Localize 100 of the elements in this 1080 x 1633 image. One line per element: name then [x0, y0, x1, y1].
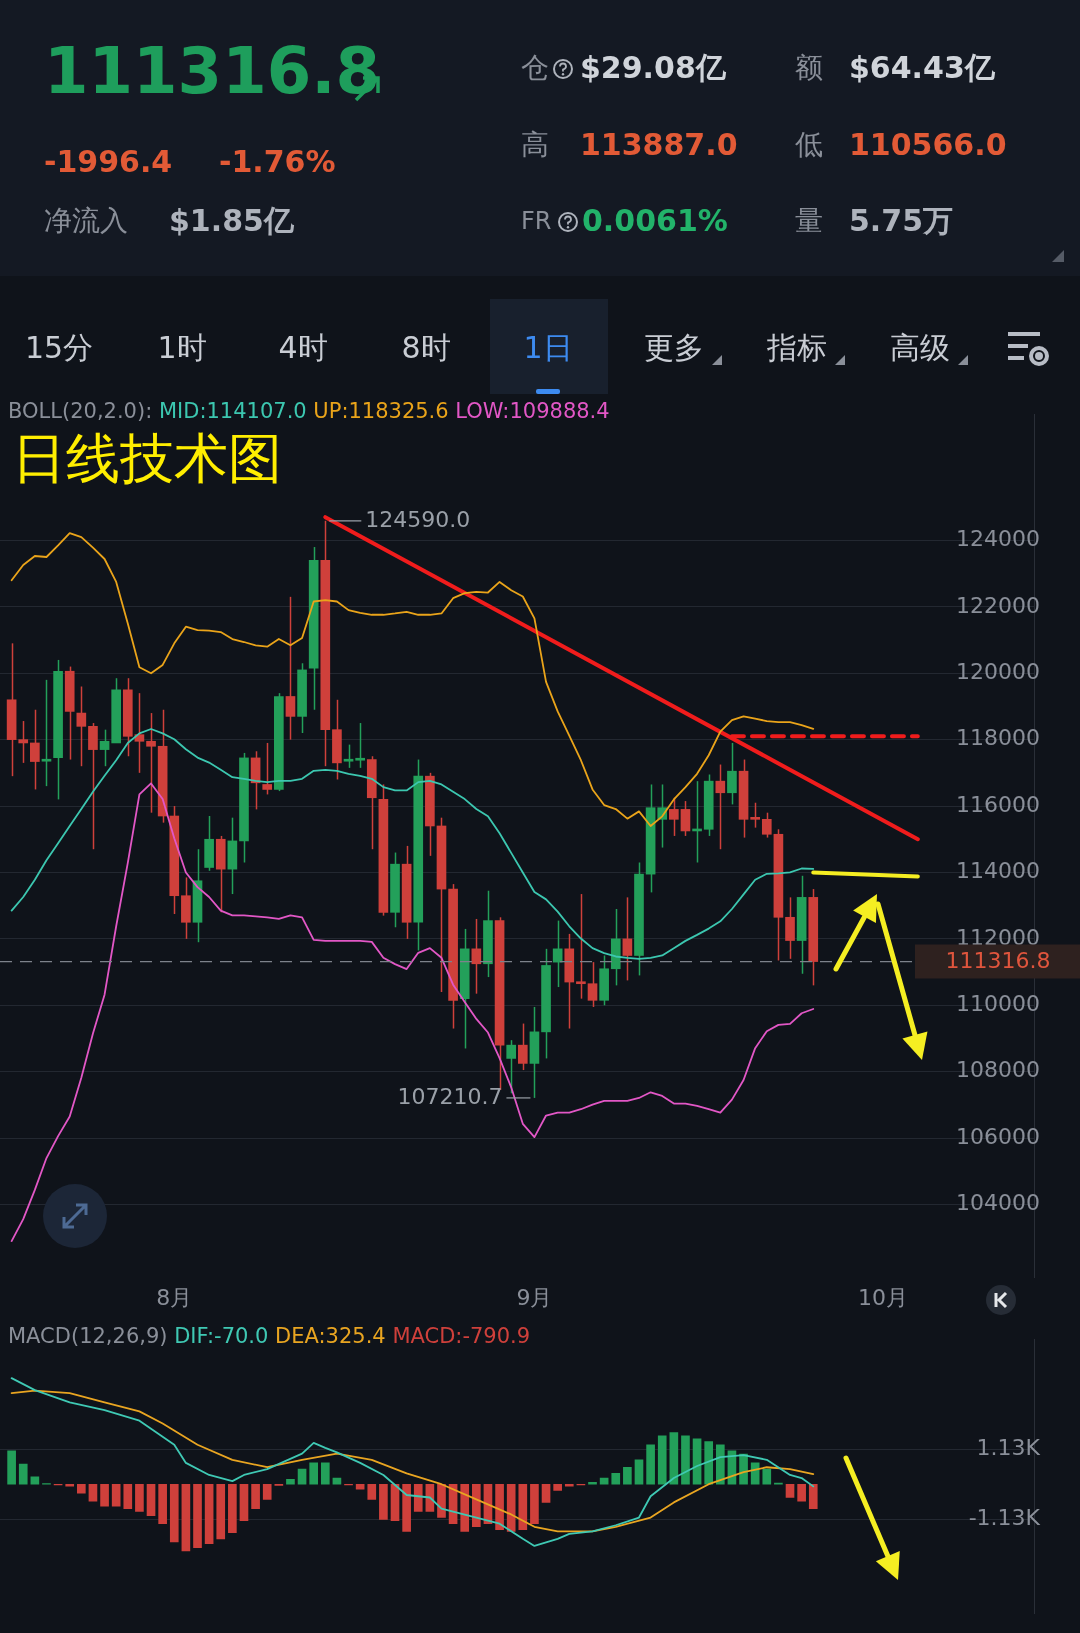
x-tick-label: 10月 — [857, 1284, 908, 1310]
bar — [808, 1483, 818, 1509]
bar — [402, 1483, 411, 1532]
text: 高 — [521, 127, 549, 161]
y-tick-label: 108000 — [956, 1057, 1040, 1083]
bar — [553, 1483, 562, 1491]
candlestick — [41, 679, 52, 787]
bar — [588, 1482, 597, 1485]
y-tick-label: -1.13K — [968, 1504, 1041, 1530]
bar — [169, 1483, 179, 1543]
text: 指标 — [767, 329, 827, 365]
bar — [251, 1483, 260, 1509]
bar — [611, 1473, 621, 1485]
text: 1时 — [157, 329, 207, 365]
text: 15分 — [23, 329, 95, 365]
bar — [472, 1483, 481, 1528]
annotation: 124590.0 — [365, 506, 471, 532]
bar — [518, 1483, 528, 1530]
candlestick — [715, 763, 726, 850]
candlestick — [30, 709, 40, 791]
text: 高级 — [890, 329, 950, 365]
text: 更多 — [644, 329, 704, 365]
bar — [530, 1483, 539, 1525]
bar — [646, 1444, 655, 1485]
text: 额 — [795, 50, 823, 84]
text: 量 — [795, 203, 823, 237]
bar — [30, 1476, 40, 1485]
text: 0.0061% — [582, 202, 728, 238]
candlestick — [669, 797, 679, 837]
bar — [669, 1432, 679, 1485]
text: MID:114107.0 — [158, 399, 308, 423]
legend-title: BOLL(20,2.0): — [8, 399, 154, 423]
text: 110566.0 — [849, 126, 1007, 162]
bar — [135, 1483, 144, 1512]
bar — [18, 1463, 28, 1485]
y-tick-label: 104000 — [956, 1190, 1040, 1216]
x-tick-label: 9月 — [516, 1284, 553, 1310]
candlestick — [343, 743, 354, 769]
bar — [715, 1444, 725, 1485]
text: LOW:109888.4 — [455, 399, 610, 423]
bar — [379, 1483, 388, 1520]
annotation: 107210.7 — [397, 1083, 503, 1109]
bar — [332, 1477, 342, 1485]
candlestick — [785, 896, 795, 960]
candlestick — [622, 896, 633, 982]
bar — [681, 1435, 690, 1485]
text: -1.76% — [219, 143, 336, 179]
candlestick — [88, 722, 98, 850]
bar — [785, 1483, 795, 1498]
bar — [158, 1483, 167, 1525]
bar — [7, 1450, 16, 1485]
bar — [367, 1483, 377, 1500]
candlestick — [99, 728, 110, 767]
bar — [599, 1477, 609, 1485]
bar — [193, 1483, 202, 1549]
text: 111316.8 — [44, 33, 381, 108]
bar — [181, 1483, 191, 1552]
y-tick-label: 116000 — [956, 791, 1040, 817]
bar — [460, 1483, 470, 1532]
bar — [309, 1462, 319, 1485]
candlestick — [18, 720, 29, 764]
candlestick — [262, 742, 273, 796]
bar — [657, 1435, 667, 1485]
text: UP:118325.6 — [313, 399, 450, 423]
bar — [797, 1483, 806, 1502]
y-tick-label: 114000 — [956, 858, 1040, 884]
candlestick — [355, 722, 365, 769]
chart-title: MACD(12,26,9) — [8, 1324, 169, 1348]
bar — [297, 1468, 307, 1485]
text: $1.85亿 — [169, 202, 294, 238]
text: 净流入 — [44, 203, 128, 237]
text: FR — [521, 206, 552, 235]
bar — [262, 1483, 272, 1500]
y-tick-label: 106000 — [956, 1123, 1040, 1149]
candlestick — [76, 685, 87, 767]
x-tick-label: 8月 — [156, 1284, 193, 1310]
y-tick-label: 122000 — [956, 592, 1040, 618]
y-tick-label: 1.13K — [976, 1435, 1041, 1461]
chart-title: 日线技术图 — [12, 427, 282, 490]
bar — [541, 1483, 551, 1503]
bar — [88, 1483, 98, 1502]
text: 低 — [795, 127, 823, 161]
bar — [413, 1483, 423, 1512]
bar — [634, 1459, 644, 1485]
bar — [146, 1483, 156, 1517]
bar — [216, 1483, 226, 1540]
bar — [111, 1483, 121, 1507]
bar — [704, 1441, 714, 1485]
bar — [506, 1483, 516, 1532]
text: DEA:325.4 — [275, 1324, 387, 1348]
bar — [228, 1483, 237, 1533]
candlestick — [587, 961, 598, 1008]
text: 仓 — [521, 50, 549, 84]
bar — [204, 1483, 214, 1545]
text: 5.75万 — [849, 202, 954, 238]
text: 8时 — [401, 329, 451, 365]
text: 113887.0 — [580, 126, 738, 162]
candlestick — [761, 811, 772, 839]
text: -1996.4 — [44, 143, 173, 179]
text: $64.43亿 — [849, 49, 995, 85]
